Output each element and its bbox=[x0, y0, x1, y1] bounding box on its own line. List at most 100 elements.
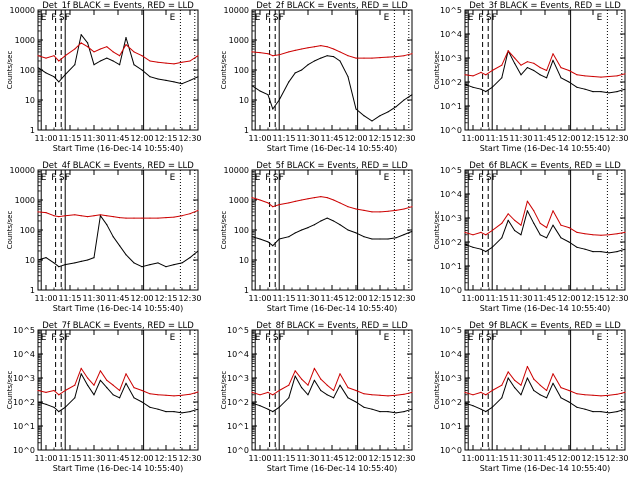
panel-7-lld-point bbox=[133, 387, 135, 389]
panel-6-lld-point bbox=[552, 210, 554, 212]
panel-2-segment-label: F bbox=[265, 13, 270, 23]
panel-4-events-point bbox=[173, 264, 175, 266]
panel-9-xtick-label: 11:15 bbox=[485, 454, 508, 463]
panel-3-events-point bbox=[472, 86, 474, 88]
panel-4-lld-point bbox=[189, 213, 191, 215]
panel-6-xlabel: Start Time (16-Dec-14 10:55:40) bbox=[480, 304, 611, 313]
panel-9-xtick-label: 11:00 bbox=[461, 454, 484, 463]
panel-8-lld-point bbox=[363, 393, 365, 395]
panel-7-lld-line bbox=[37, 367, 199, 397]
panel-2-xlabel: Start Time (16-Dec-14 10:55:40) bbox=[267, 144, 398, 153]
panel-5-xtick-label: 11:30 bbox=[296, 294, 319, 303]
panel-5-events-point bbox=[339, 224, 341, 226]
panel-9-frame bbox=[464, 329, 626, 451]
panel-3-events-point bbox=[568, 81, 570, 83]
panel-8-ytick-label: 10^0 bbox=[227, 446, 249, 455]
panel-3-title: Det_3f BLACK = Events, RED = LLD bbox=[469, 1, 621, 11]
panel-3-events-line bbox=[464, 50, 626, 94]
panel-7-ytick-label: 10^4 bbox=[13, 350, 35, 359]
panel-5-events-point bbox=[288, 236, 290, 238]
panel-2-lld-point bbox=[267, 53, 269, 55]
panel-3-lld-point bbox=[592, 75, 594, 78]
panel-3-events-point bbox=[576, 86, 578, 88]
panel-4-lld-point bbox=[173, 216, 175, 218]
panel-6-events-point bbox=[526, 210, 529, 212]
panel-6-lld-point bbox=[507, 213, 509, 215]
panel-8-segment-label: S bbox=[273, 333, 279, 343]
panel-2-lld-point bbox=[251, 51, 253, 53]
panel-7-lld-point bbox=[173, 395, 175, 397]
panel-9-lld-point bbox=[464, 391, 466, 393]
panel-1: Det_1f BLACK = Events, RED = LLD 1 10 100 10… bbox=[6, 1, 202, 153]
panel-5-xtick-label: 12:15 bbox=[368, 294, 391, 303]
panel-4-xtick-label: 11:45 bbox=[106, 294, 129, 303]
panel-1-events-line bbox=[37, 34, 199, 85]
panel-6-lld-point bbox=[485, 234, 487, 236]
panel-5-xtick-label: 11:45 bbox=[320, 294, 343, 303]
panel-4-lld-point bbox=[53, 215, 55, 217]
panel-2-events-point bbox=[347, 76, 349, 78]
panel-2-xtick-label: 11:00 bbox=[248, 134, 271, 143]
panel-5-lld-point bbox=[347, 206, 349, 208]
panel-9-segment-label: F bbox=[478, 333, 483, 343]
panel-9-ytick-label: 10^4 bbox=[440, 350, 462, 359]
panel-6: Det_6f BLACK = Events, RED = LLD 10^0 10^1… bbox=[433, 161, 629, 313]
panel-1-lld-point bbox=[181, 61, 183, 63]
panel-6-events-point bbox=[480, 248, 482, 250]
panel-6-lld-point bbox=[560, 224, 562, 226]
panel-1-lld-point bbox=[53, 55, 55, 57]
panel-2-lld-point bbox=[320, 45, 322, 47]
panel-2-events-point bbox=[363, 115, 365, 117]
panel-2-xtick-label: 12:15 bbox=[368, 134, 391, 143]
panel-3-ytick-label: 10^0 bbox=[440, 126, 462, 135]
panel-5-events-point bbox=[403, 234, 405, 236]
panel-3-lld-point bbox=[464, 74, 466, 76]
panel-2-lld-point bbox=[294, 49, 296, 52]
panel-3-lld-point bbox=[501, 64, 503, 66]
panel-5-events-point bbox=[347, 229, 349, 231]
panel-9-events-point bbox=[485, 411, 487, 413]
panel-2-events-point bbox=[326, 55, 328, 57]
panel-3-xtick-label: 12:30 bbox=[605, 134, 628, 143]
panel-2-lld-point bbox=[301, 48, 303, 50]
panel-5-lld-point bbox=[379, 211, 381, 213]
panel-7-lld-point bbox=[93, 384, 95, 386]
panel-4-xtick-label: 12:15 bbox=[154, 294, 177, 303]
panel-8-xtick-label: 11:45 bbox=[320, 454, 343, 463]
panel-5-segment-label: S bbox=[273, 173, 279, 183]
panel-6-events-point bbox=[507, 219, 509, 221]
panel-5-xtick-label: 12:00 bbox=[344, 294, 367, 303]
panel-9-ytick-label: 10^1 bbox=[440, 422, 462, 431]
panel-4-events-point bbox=[189, 257, 191, 259]
panel-9-lld-point bbox=[592, 394, 594, 396]
panel-7-events-point bbox=[64, 406, 66, 408]
panel-3-lld-point bbox=[491, 69, 493, 72]
panel-8-frame bbox=[251, 329, 413, 451]
panel-1-ytick-label: 100 bbox=[20, 66, 35, 75]
panel-8-xlabel: Start Time (16-Dec-14 10:55:40) bbox=[267, 464, 398, 473]
panel-4-events-point bbox=[80, 260, 82, 262]
panel-3-lld-point bbox=[624, 73, 626, 75]
panel-6-xtick-label: 11:45 bbox=[533, 294, 556, 303]
panel-1-segment-label: F bbox=[65, 13, 70, 23]
panel-6-segment-label: F bbox=[492, 173, 497, 183]
panel-5-lld-point bbox=[333, 199, 335, 201]
panel-6-events-point bbox=[514, 229, 516, 232]
panel-6-lld-point bbox=[546, 227, 548, 229]
panel-9-lld-point bbox=[480, 391, 482, 393]
panel-2-events-point bbox=[307, 64, 309, 66]
panel-3-events-point bbox=[552, 59, 554, 61]
panel-7-events-point bbox=[133, 397, 135, 399]
panel-7-ytick-label: 10^2 bbox=[13, 398, 35, 407]
panel-6-segment-label: E bbox=[597, 173, 603, 183]
panel-1-xtick-label: 11:45 bbox=[106, 134, 129, 143]
panel-2-segment-label: F bbox=[279, 13, 284, 23]
panel-8-events-point bbox=[251, 402, 253, 404]
panel-9-segment-label: E bbox=[597, 333, 603, 343]
panel-5-events-point bbox=[371, 238, 373, 240]
panel-3-segment-label: E bbox=[468, 13, 474, 23]
panel-4-segment-label: F bbox=[51, 173, 56, 183]
panel-6-lld-point bbox=[472, 234, 474, 236]
panel-4-events-point bbox=[74, 262, 76, 264]
panel-2-xtick-label: 11:45 bbox=[320, 134, 343, 143]
